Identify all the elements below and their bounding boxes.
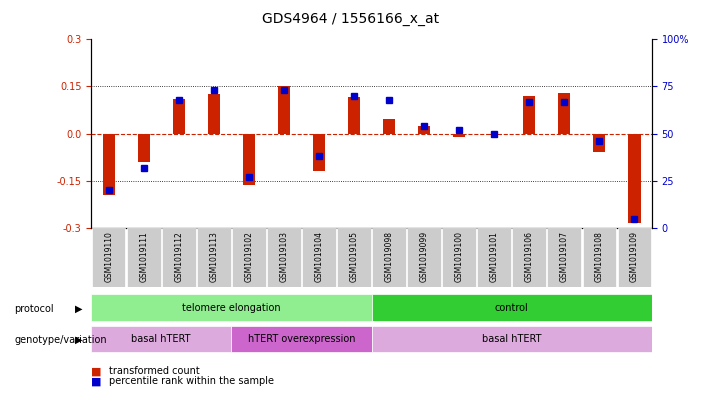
Text: GSM1019099: GSM1019099	[420, 231, 428, 282]
Bar	[488, 134, 501, 135]
Bar	[523, 96, 536, 134]
Text: hTERT overexpression: hTERT overexpression	[247, 334, 355, 344]
Text: GSM1019106: GSM1019106	[525, 231, 533, 282]
Text: basal hTERT: basal hTERT	[482, 334, 541, 344]
FancyBboxPatch shape	[407, 228, 441, 287]
Bar	[558, 93, 571, 134]
FancyBboxPatch shape	[442, 228, 476, 287]
Text: GSM1019098: GSM1019098	[385, 231, 393, 282]
Bar	[628, 134, 641, 223]
Text: basal hTERT: basal hTERT	[132, 334, 191, 344]
Text: GSM1019105: GSM1019105	[350, 231, 358, 282]
Bar	[418, 126, 430, 134]
Text: GSM1019104: GSM1019104	[315, 231, 323, 282]
FancyBboxPatch shape	[127, 228, 161, 287]
Bar	[137, 134, 150, 162]
Bar	[243, 134, 255, 185]
Bar	[348, 97, 360, 134]
Text: GSM1019102: GSM1019102	[245, 231, 253, 282]
FancyBboxPatch shape	[583, 228, 616, 287]
Bar	[172, 99, 185, 134]
Bar	[207, 94, 220, 134]
FancyBboxPatch shape	[197, 228, 231, 287]
Bar	[453, 134, 465, 137]
Text: GDS4964 / 1556166_x_at: GDS4964 / 1556166_x_at	[262, 12, 439, 26]
Text: GSM1019110: GSM1019110	[104, 231, 113, 282]
FancyBboxPatch shape	[337, 228, 371, 287]
Text: GSM1019112: GSM1019112	[175, 231, 183, 282]
FancyBboxPatch shape	[232, 228, 266, 287]
Text: percentile rank within the sample: percentile rank within the sample	[109, 376, 273, 386]
Bar	[313, 134, 325, 171]
Text: ▶: ▶	[75, 335, 83, 345]
FancyBboxPatch shape	[618, 228, 651, 287]
Text: GSM1019109: GSM1019109	[630, 231, 639, 282]
Bar	[593, 134, 606, 152]
Text: GSM1019111: GSM1019111	[139, 231, 148, 282]
Text: ■: ■	[91, 376, 102, 386]
FancyBboxPatch shape	[91, 326, 231, 352]
Text: ▶: ▶	[75, 303, 83, 314]
FancyBboxPatch shape	[267, 228, 301, 287]
Bar	[102, 134, 115, 195]
FancyBboxPatch shape	[372, 228, 406, 287]
Text: ■: ■	[91, 366, 102, 376]
FancyBboxPatch shape	[477, 228, 511, 287]
Text: GSM1019113: GSM1019113	[210, 231, 218, 282]
FancyBboxPatch shape	[547, 228, 581, 287]
FancyBboxPatch shape	[92, 228, 125, 287]
Text: control: control	[495, 303, 529, 312]
FancyBboxPatch shape	[162, 228, 196, 287]
Text: transformed count: transformed count	[109, 366, 199, 376]
Text: GSM1019100: GSM1019100	[455, 231, 463, 282]
Text: telomere elongation: telomere elongation	[182, 303, 280, 312]
FancyBboxPatch shape	[91, 294, 372, 321]
Text: protocol: protocol	[14, 303, 54, 314]
Text: GSM1019107: GSM1019107	[560, 231, 569, 282]
FancyBboxPatch shape	[231, 326, 372, 352]
FancyBboxPatch shape	[512, 228, 546, 287]
Text: GSM1019108: GSM1019108	[595, 231, 604, 282]
FancyBboxPatch shape	[372, 294, 652, 321]
Text: GSM1019103: GSM1019103	[280, 231, 288, 282]
Bar	[278, 86, 290, 134]
FancyBboxPatch shape	[302, 228, 336, 287]
Bar	[383, 119, 395, 134]
Text: genotype/variation: genotype/variation	[14, 335, 107, 345]
FancyBboxPatch shape	[372, 326, 652, 352]
Text: GSM1019101: GSM1019101	[490, 231, 498, 282]
